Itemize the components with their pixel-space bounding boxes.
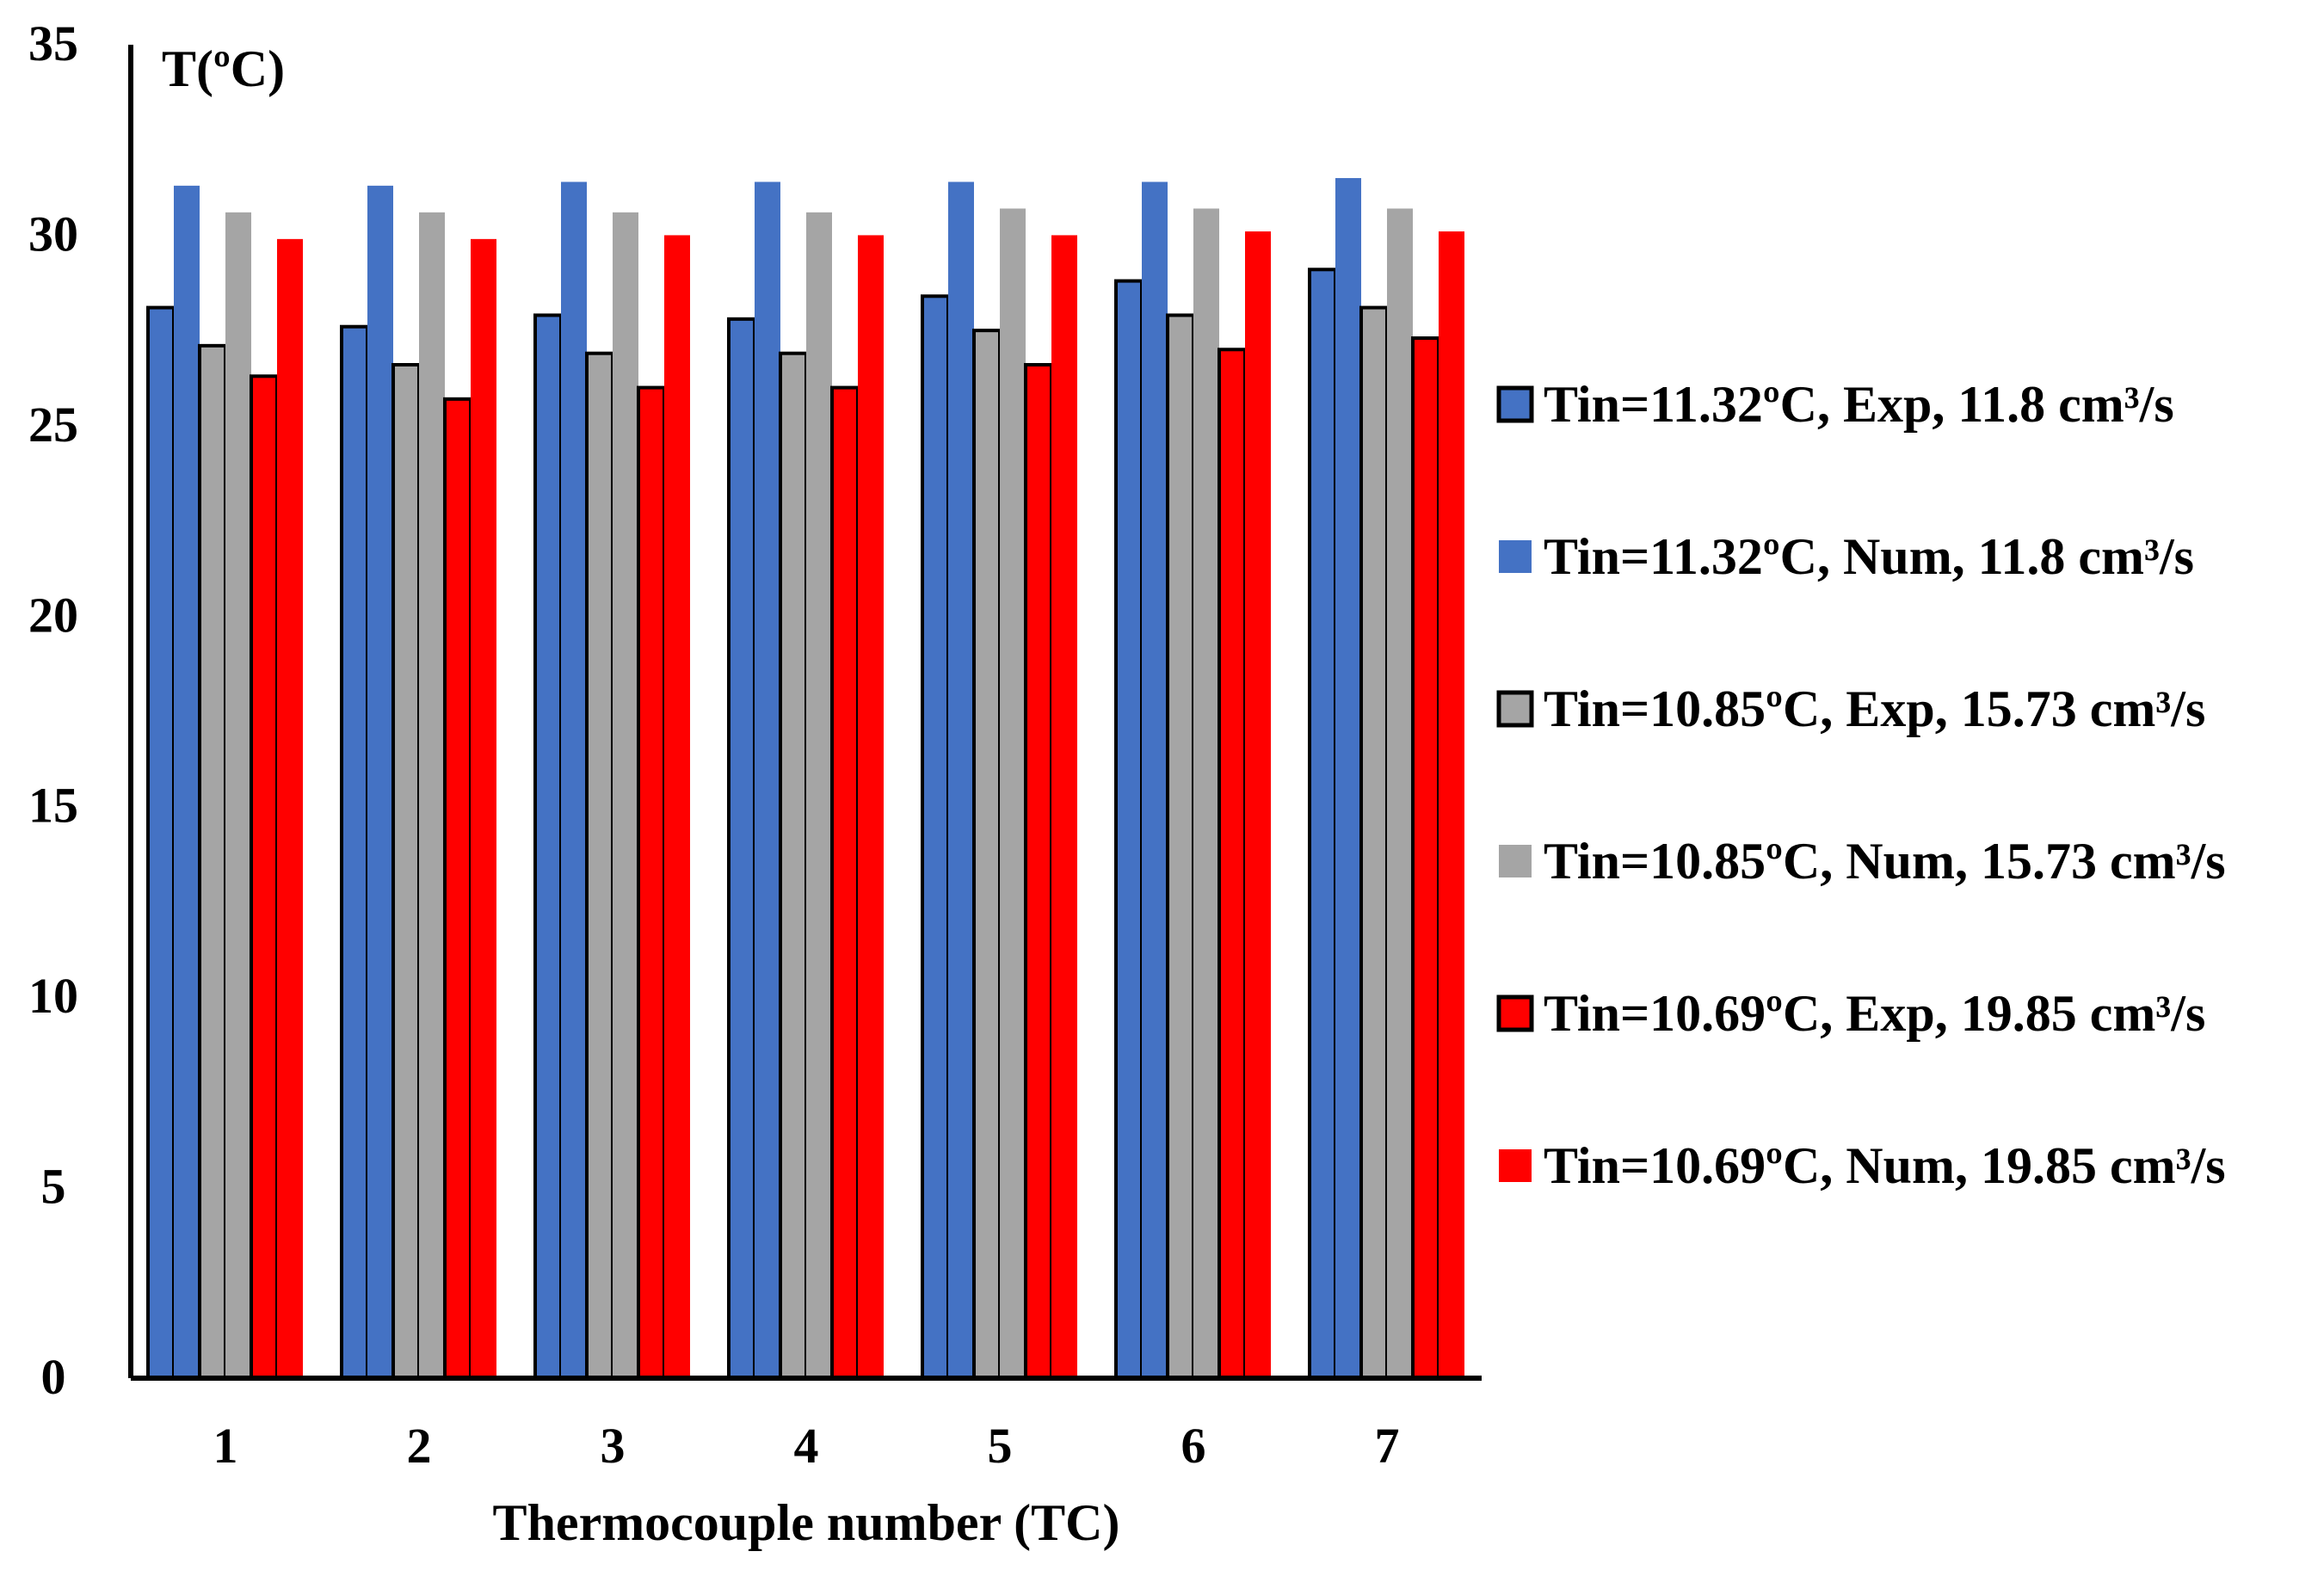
y-tick-label: 15 xyxy=(28,778,78,834)
bar-series-3-tc-4 xyxy=(779,351,808,1381)
bar-series-5-tc-2 xyxy=(443,397,472,1380)
bar-series-6-tc-2 xyxy=(471,238,496,1378)
bar-series-4-tc-2 xyxy=(419,212,445,1378)
y-tick-label: 10 xyxy=(28,968,78,1024)
x-tick-label: 4 xyxy=(794,1418,819,1474)
x-tick-label: 2 xyxy=(407,1418,432,1474)
bar-series-5-tc-7 xyxy=(1411,336,1440,1380)
y-axis-title: T(ºC) xyxy=(162,40,285,97)
bar-series-5-tc-4 xyxy=(830,385,860,1381)
bar-series-4-tc-1 xyxy=(225,212,251,1378)
bar-series-4-tc-6 xyxy=(1193,208,1219,1378)
legend-swatch xyxy=(1496,690,1534,728)
legend-swatch xyxy=(1499,845,1532,877)
legend-swatch xyxy=(1499,540,1532,573)
bar-series-4-tc-4 xyxy=(806,212,832,1378)
x-tick-label: 5 xyxy=(988,1418,1013,1474)
x-tick-labels: 1 2 3 4 5 6 7 xyxy=(213,1418,1400,1474)
y-tick-label: 25 xyxy=(28,397,78,453)
x-tick-label: 3 xyxy=(601,1418,626,1474)
bar-series-6-tc-6 xyxy=(1245,231,1271,1378)
legend-label: Tin=10.69ºC, Exp, 19.85 cm³/s xyxy=(1544,985,2205,1042)
x-tick-label: 1 xyxy=(213,1418,238,1474)
bar-series-3-tc-2 xyxy=(391,363,421,1380)
bar-series-5-tc-1 xyxy=(250,374,279,1380)
legend: Tin=11.32ºC, Exp, 11.8 cm³/s Tin=11.32ºC,… xyxy=(1496,376,2226,1194)
bar-series-6-tc-7 xyxy=(1439,231,1464,1378)
bar-series-3-tc-7 xyxy=(1359,305,1389,1381)
legend-item-1: Tin=11.32ºC, Exp, 11.8 cm³/s xyxy=(1496,376,2174,433)
y-tick-label: 0 xyxy=(41,1349,66,1405)
legend-swatch xyxy=(1499,1149,1532,1182)
bar-series-2-tc-1 xyxy=(174,185,200,1378)
y-tick-label: 20 xyxy=(28,587,78,643)
y-tick-label: 5 xyxy=(41,1159,66,1215)
y-tick-label: 35 xyxy=(28,15,78,71)
legend-label: Tin=11.32ºC, Num, 11.8 cm³/s xyxy=(1544,528,2194,585)
bar-series-2-tc-2 xyxy=(367,185,393,1378)
bar-series-5-tc-3 xyxy=(637,385,666,1381)
x-axis-title: Thermocouple number (TC) xyxy=(493,1494,1120,1551)
bar-series-3-tc-3 xyxy=(585,351,614,1381)
bar-series-3-tc-6 xyxy=(1166,313,1195,1380)
bar-series-6-tc-5 xyxy=(1051,235,1077,1378)
bar-series-1-tc-7 xyxy=(1308,268,1337,1380)
bar-series-4-tc-7 xyxy=(1387,208,1413,1378)
y-tick-label: 30 xyxy=(28,206,78,262)
legend-label: Tin=10.85ºC, Exp, 15.73 cm³/s xyxy=(1544,680,2205,737)
legend-label: Tin=11.32ºC, Exp, 11.8 cm³/s xyxy=(1544,376,2174,433)
bar-series-1-tc-4 xyxy=(727,317,756,1380)
bar-series-5-tc-5 xyxy=(1024,363,1053,1380)
bar-series-1-tc-3 xyxy=(533,313,563,1380)
bar-series-2-tc-6 xyxy=(1142,182,1168,1378)
bar-series-1-tc-6 xyxy=(1114,279,1144,1381)
bar-series-6-tc-1 xyxy=(277,238,303,1378)
bar-series-2-tc-3 xyxy=(561,182,587,1378)
bar-series-2-tc-5 xyxy=(948,182,974,1378)
legend-item-2: Tin=11.32ºC, Num, 11.8 cm³/s xyxy=(1499,528,2194,585)
bar-series-2-tc-7 xyxy=(1335,178,1361,1378)
bar-series-1-tc-2 xyxy=(340,324,369,1381)
bar-series-3-tc-1 xyxy=(198,343,227,1380)
bar-series-3-tc-5 xyxy=(972,329,1002,1381)
legend-label: Tin=10.85ºC, Num, 15.73 cm³/s xyxy=(1544,833,2226,890)
legend-item-3: Tin=10.85ºC, Exp, 15.73 cm³/s xyxy=(1496,680,2205,737)
bars-group xyxy=(146,178,1464,1381)
bar-series-1-tc-1 xyxy=(146,305,176,1381)
bar-series-2-tc-4 xyxy=(755,182,780,1378)
bar-series-1-tc-5 xyxy=(921,294,950,1380)
bar-series-4-tc-3 xyxy=(613,212,638,1378)
legend-item-6: Tin=10.69ºC, Num, 19.85 cm³/s xyxy=(1499,1137,2226,1194)
legend-swatch xyxy=(1496,994,1534,1032)
x-tick-label: 7 xyxy=(1375,1418,1400,1474)
bar-series-6-tc-3 xyxy=(664,235,690,1378)
x-tick-label: 6 xyxy=(1181,1418,1206,1474)
legend-item-5: Tin=10.69ºC, Exp, 19.85 cm³/s xyxy=(1496,985,2205,1042)
bar-series-6-tc-4 xyxy=(858,235,884,1378)
legend-swatch xyxy=(1496,385,1534,423)
legend-item-4: Tin=10.85ºC, Num, 15.73 cm³/s xyxy=(1499,833,2226,890)
bar-series-4-tc-5 xyxy=(1000,208,1026,1378)
y-tick-labels: 0 5 10 15 20 25 30 35 xyxy=(28,15,78,1405)
legend-label: Tin=10.69ºC, Num, 19.85 cm³/s xyxy=(1544,1137,2226,1194)
bar-series-5-tc-6 xyxy=(1217,348,1247,1380)
